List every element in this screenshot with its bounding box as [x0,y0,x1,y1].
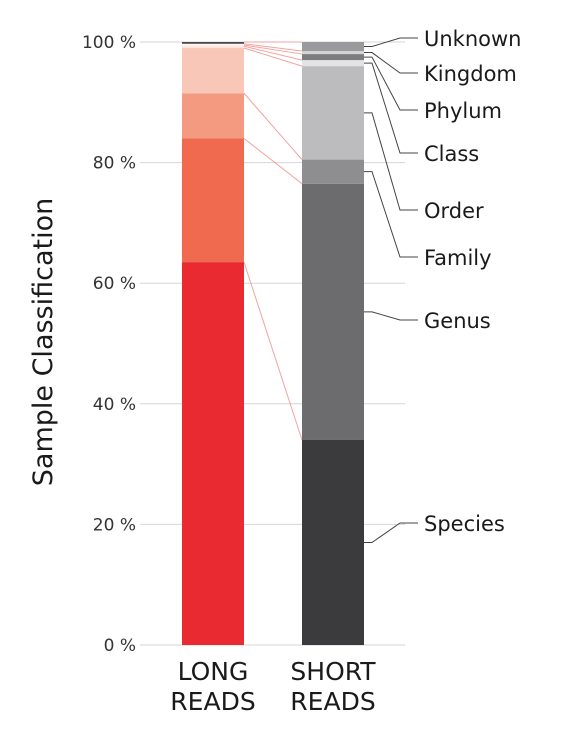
legend: Species Genus Family Order Class Phylum Kingdo… [424,27,521,536]
legend-item-family: Family [424,246,492,270]
bar-segment-species [302,439,364,645]
legend-leader-line [364,112,418,211]
legend-item-unknown: Unknown [424,27,521,51]
bar-segment-phylum [302,54,364,61]
bar-segment-species [182,262,244,645]
bar-segment-family [182,93,244,139]
category-label: SHORT READS [290,657,376,716]
y-tick-label: 100 % [82,33,136,53]
y-tick-label: 0 % [104,636,136,656]
connector-line [243,261,303,441]
legend-item-class: Class [424,142,479,166]
category-labels: LONG READS SHORT READS [170,657,376,716]
bar-segment-phylum [182,45,244,47]
connector-line [243,47,303,67]
y-tick-label: 20 % [93,515,136,535]
legend-item-species: Species [424,512,505,536]
bar-segment-kingdom [302,51,364,55]
connector-lines [243,41,303,441]
legend-item-genus: Genus [424,309,491,333]
y-axis-ticks: 0 % 20 % 40 % 60 % 80 % 100 % [82,33,136,656]
bar-segment-order [302,66,364,160]
legend-leader-line [364,52,418,74]
connector-line [243,92,303,160]
y-tick-label: 80 % [93,154,136,174]
bar-segment-unknown [302,42,364,52]
connector-line [243,138,303,185]
y-tick-label: 40 % [93,395,136,415]
bar-segment-family [302,159,364,184]
legend-item-kingdom: Kingdom [424,62,517,86]
legend-item-phylum: Phylum [424,99,502,123]
connector-line [243,43,303,52]
legend-leader-lines [364,37,418,543]
legend-leader-line [364,62,418,154]
bar-segment-genus [302,183,364,440]
bar-segment-kingdom [182,43,244,46]
legend-item-order: Order [424,199,484,223]
y-tick-label: 60 % [93,274,136,294]
legend-leader-line [364,37,418,48]
legend-leader-line [364,522,418,543]
legend-leader-line [364,171,418,258]
bars [182,42,364,645]
gridlines [140,41,405,646]
bar-segment-unknown [182,42,244,44]
bar-segment-genus [182,138,244,263]
bar-segment-class [182,46,244,49]
connector-line [243,45,303,61]
bar-segment-order [182,48,244,94]
category-label: LONG READS [170,657,255,716]
bar-segment-class [302,60,364,67]
legend-leader-line [364,56,418,111]
legend-leader-line [364,311,418,321]
y-axis-label: Sample Classification [28,198,59,486]
connector-line [243,44,303,55]
